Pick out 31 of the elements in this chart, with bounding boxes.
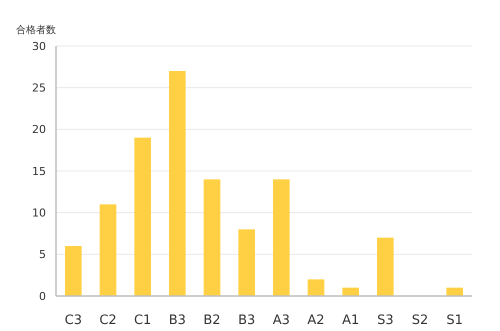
y-tick-label: 30 xyxy=(32,40,46,53)
y-tick-label: 20 xyxy=(32,123,46,136)
bar xyxy=(308,279,324,296)
bar xyxy=(238,229,255,296)
bar xyxy=(342,288,359,296)
x-tick-label: S2 xyxy=(412,313,428,328)
x-tick-label: S1 xyxy=(446,313,463,328)
y-tick-label: 10 xyxy=(32,206,46,220)
bar xyxy=(100,204,116,296)
x-tick-label: B3 xyxy=(238,313,256,328)
bar xyxy=(273,179,290,296)
x-tick-label: A2 xyxy=(307,313,325,328)
x-tick-label: B2 xyxy=(203,313,221,328)
bar xyxy=(134,138,151,296)
x-tick-label: A3 xyxy=(272,313,290,328)
bar xyxy=(446,288,463,296)
x-tick-label: A1 xyxy=(342,313,360,328)
bar xyxy=(377,238,394,296)
x-tick-label: B3 xyxy=(168,313,186,328)
y-axis-title: 合格者数 xyxy=(16,24,56,36)
y-tick-label: 5 xyxy=(39,248,46,262)
x-tick-label: C2 xyxy=(99,313,117,328)
x-tick-label: S3 xyxy=(377,313,394,328)
x-tick-label: C1 xyxy=(134,313,152,328)
bar xyxy=(204,179,220,296)
bar xyxy=(169,71,186,296)
y-tick-label: 15 xyxy=(32,164,46,178)
y-tick-label: 25 xyxy=(32,82,46,95)
x-tick-label: C3 xyxy=(64,313,82,328)
bar xyxy=(65,246,82,296)
y-tick-label: 0 xyxy=(39,290,46,303)
